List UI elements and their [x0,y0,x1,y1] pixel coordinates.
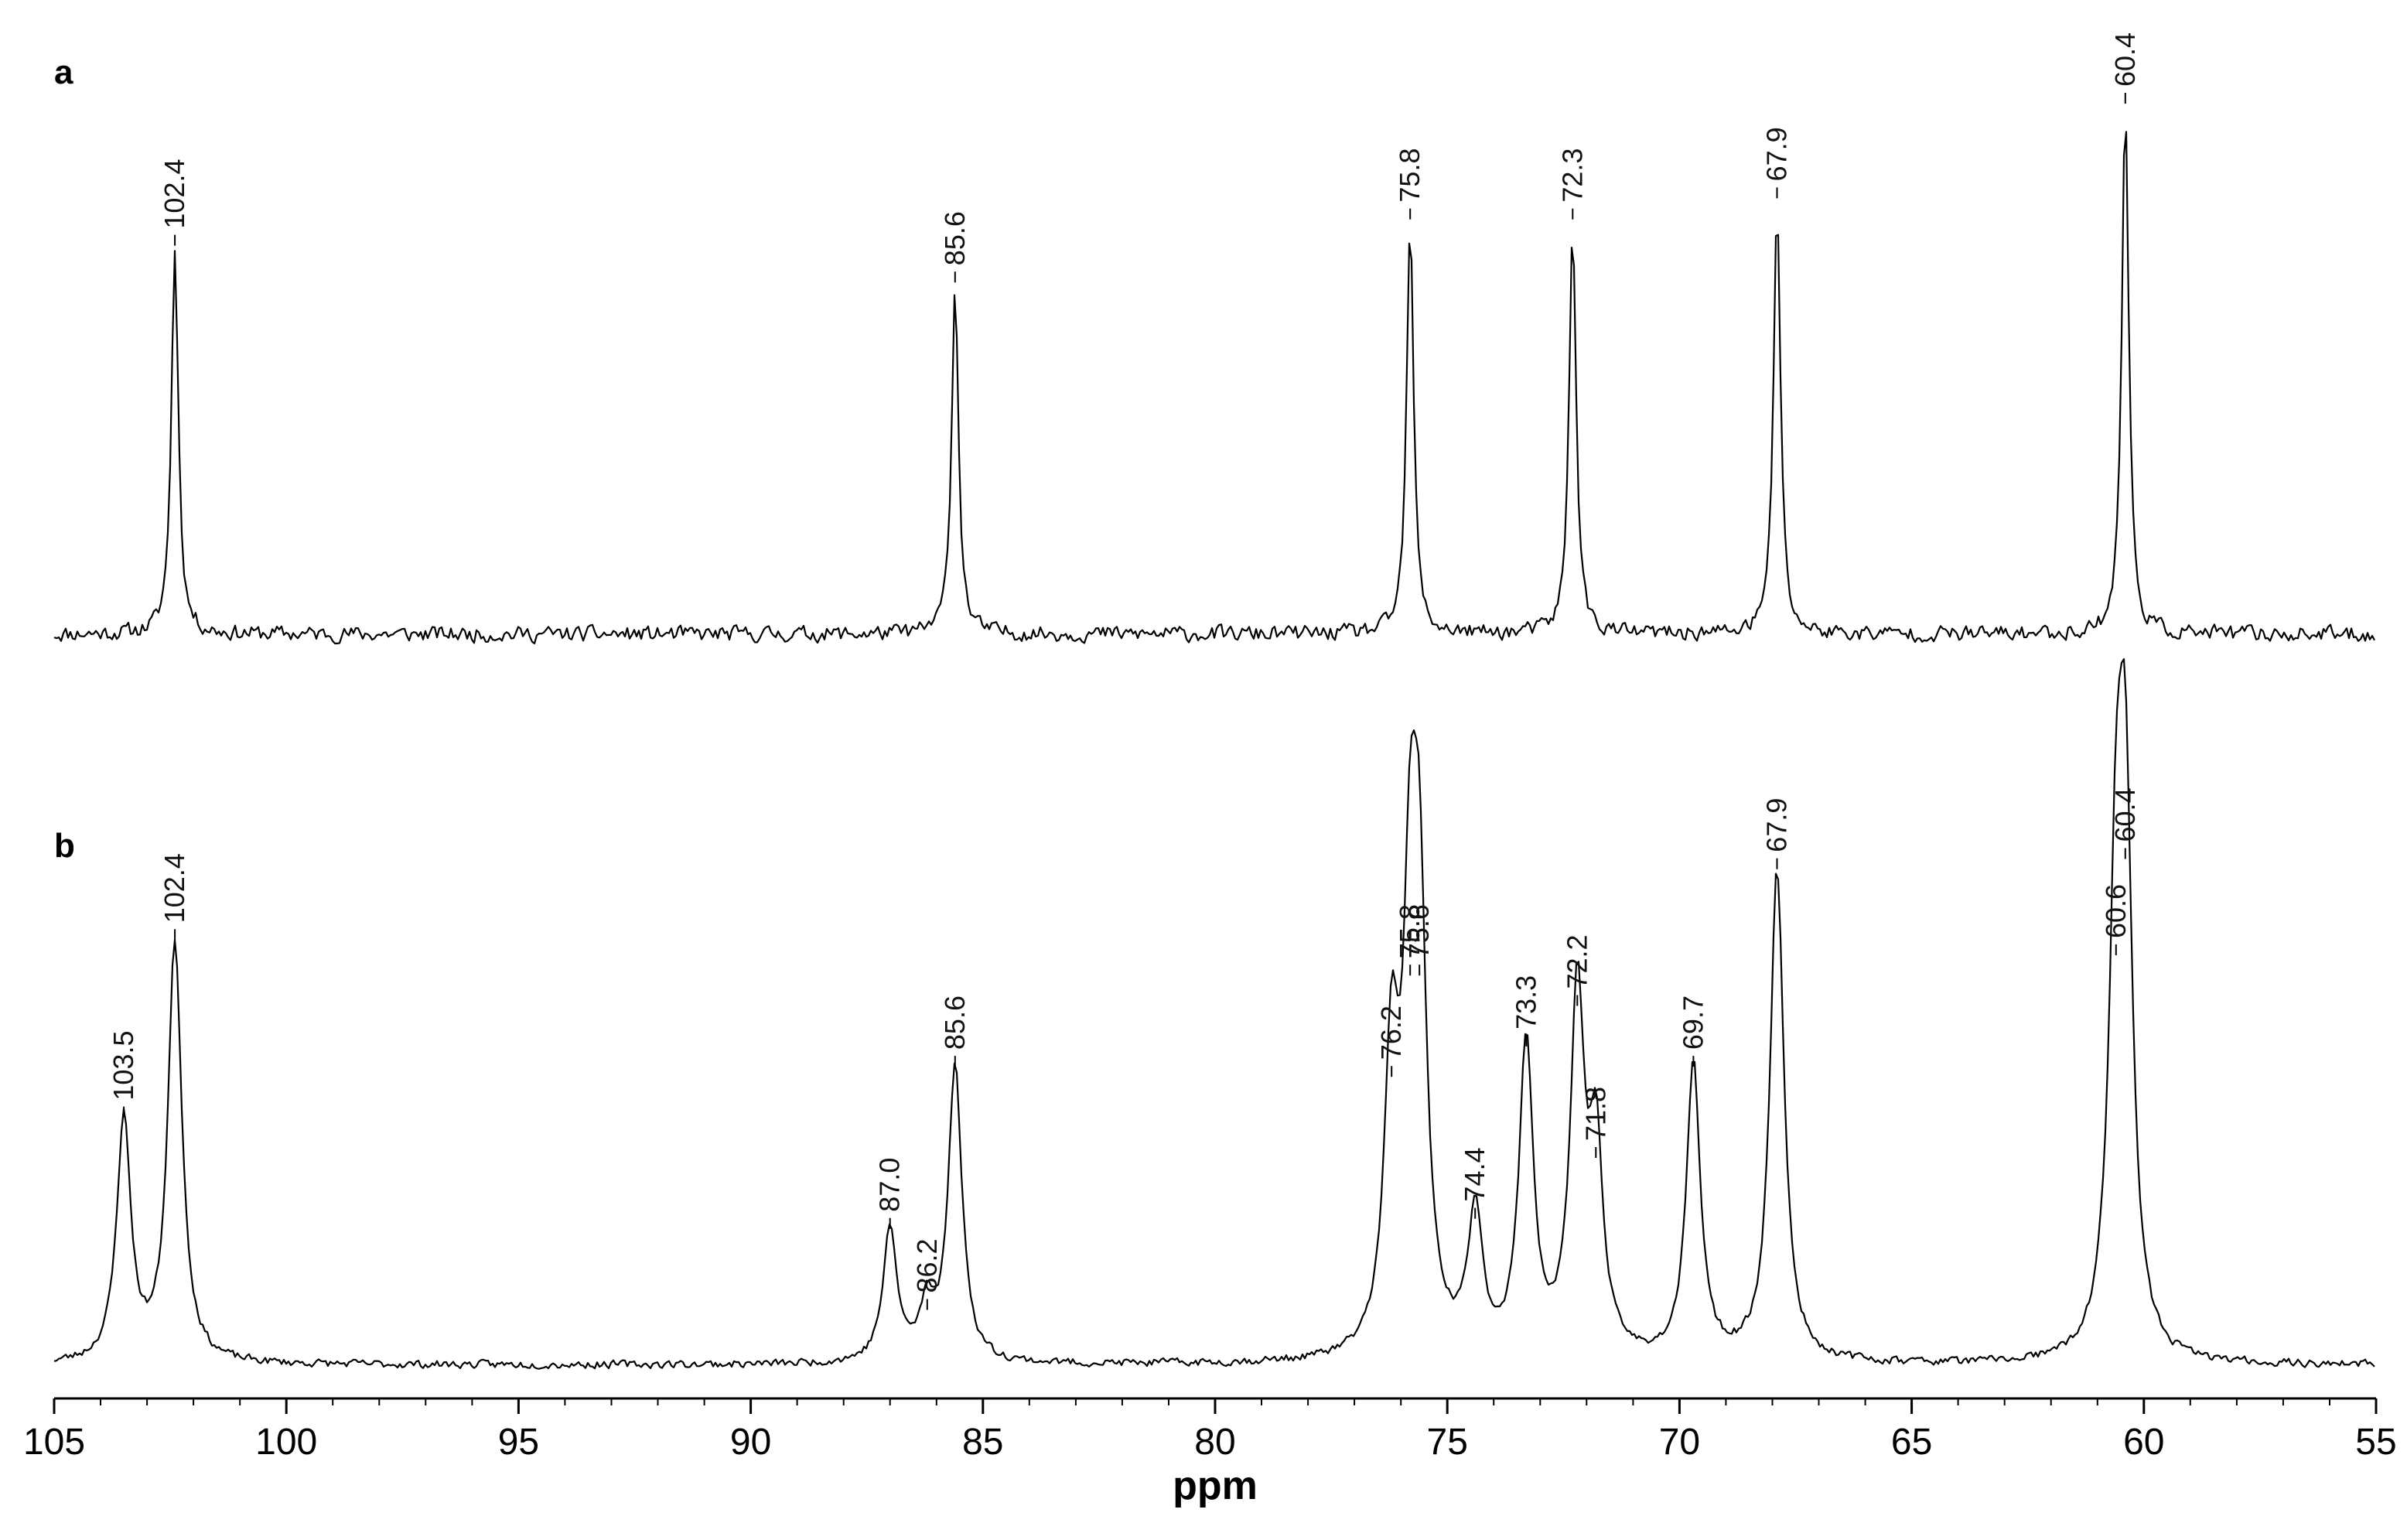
panel-a-letter: a [54,53,73,91]
peak-label: 72.3 [1556,149,1588,203]
spectrum-panel-a: a 102.4 85.6 75.8 72.3 67.9 60.4 [53,32,2375,644]
x-axis: 105 100 95 90 85 80 75 70 65 60 55 ppm [23,1397,2397,1508]
peak-label: 74.4 [1459,1148,1490,1202]
peak-label: 67.9 [1761,127,1793,181]
peak-label: 76.2 [1375,1006,1407,1060]
x-tick-label: 60 [2123,1422,2164,1463]
peak-label: 87.0 [874,1158,906,1212]
peak-label: 103.5 [108,1031,139,1101]
panel-b-letter: b [54,827,75,865]
x-tick-label: 90 [730,1422,771,1463]
x-tick-label: 95 [498,1422,539,1463]
peak-label: 60.4 [2109,787,2141,842]
peak-label: 85.6 [939,995,971,1050]
peak-label: 72.2 [1561,934,1593,989]
peak-label: 75.6 [1403,904,1435,958]
spectrum-b-peak-labels: 103.5 102.4 87.086.2 85.6 76.2 75.875.6 74.4 73… [108,787,2141,1310]
peak-label: 73.3 [1510,975,1542,1030]
x-tick-label: 55 [2355,1422,2396,1463]
peak-label: 102.4 [159,853,190,923]
x-tick-label: 85 [962,1422,1003,1463]
spectrum-a-peak-labels: 102.4 85.6 75.8 72.3 67.9 60.4 [159,32,2141,283]
peak-label: 75.8 [1394,149,1425,203]
x-tick-label: 70 [1659,1422,1700,1463]
spectrum-panel-b: b 103.5 102.4 87.086.2 85.6 76.2 75.875.6 74.4… [53,658,2375,1370]
x-tick-label: 65 [1891,1422,1932,1463]
peak-label: 71.8 [1579,1087,1611,1141]
peak-label: 69.7 [1677,995,1709,1050]
peak-label: 67.9 [1761,798,1793,852]
spectrum-b-trace [53,658,2375,1370]
peak-label: 102.4 [159,159,190,229]
x-tick-label: 105 [23,1422,85,1463]
x-tick-label: 75 [1427,1422,1468,1463]
x-axis-ticks: 105 100 95 90 85 80 75 70 65 60 55 [23,1398,2397,1463]
peak-label: 85.6 [939,211,971,265]
spectrum-a-trace [53,131,2375,644]
peak-label: 60.4 [2109,32,2141,87]
x-tick-label: 100 [255,1422,317,1463]
x-tick-label: 80 [1194,1422,1235,1463]
peak-label: 86.2 [911,1238,943,1292]
x-axis-title: ppm [1173,1463,1258,1508]
peak-label: 60.6 [2100,884,2132,938]
peak-label: 75.8 [1394,904,1425,958]
